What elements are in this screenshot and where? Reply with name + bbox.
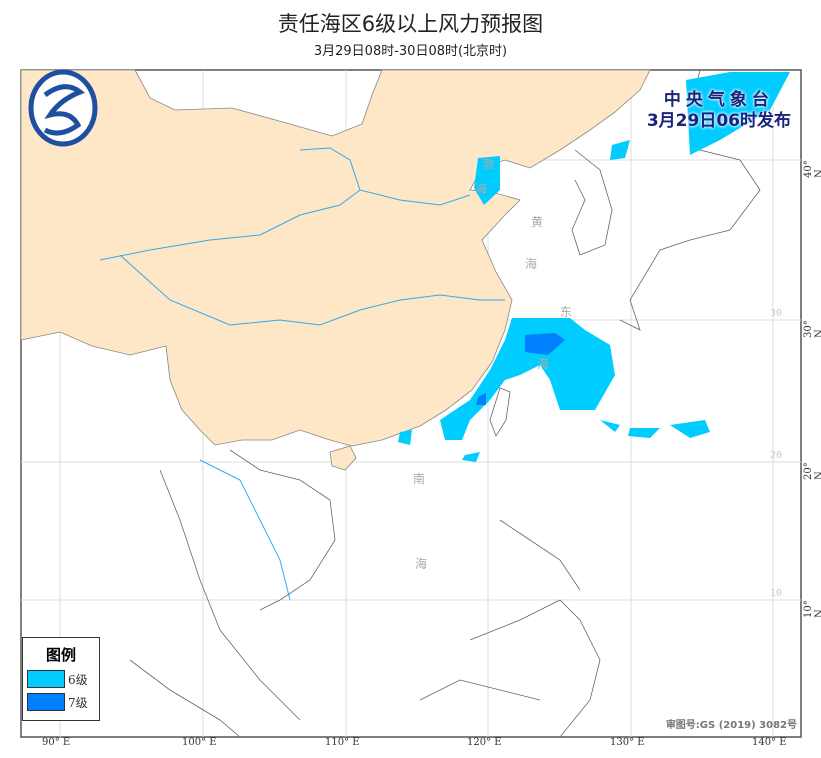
inner-lat-label: 30 <box>770 308 783 319</box>
inner-lat-label: 10 <box>770 588 783 599</box>
sea-label: 东 <box>560 305 573 319</box>
lon-label: 100° E <box>182 737 217 748</box>
lon-label: 120° E <box>467 737 502 748</box>
rivers <box>99 147 505 601</box>
sea-label: 海 <box>415 557 428 571</box>
map-subtitle: 3月29日08时-30日08时(北京时) <box>313 44 508 59</box>
swatch-level-6 <box>27 670 65 688</box>
lat-label: 10° N <box>803 600 821 618</box>
cma-logo <box>28 69 98 147</box>
approval-number: 审图号:GS (2019) 3082号 <box>665 720 797 731</box>
lon-label: 110° E <box>325 737 360 748</box>
lat-label: 30° N <box>803 320 821 338</box>
sea-label: 海 <box>475 182 488 196</box>
swatch-level-7 <box>27 693 65 711</box>
sea-label: 南 <box>413 472 426 486</box>
legend-title: 图例 <box>45 646 76 664</box>
lat-label: 40° N <box>803 160 821 178</box>
sea-label: 渤 <box>482 157 495 171</box>
hainan-island <box>329 445 357 471</box>
wind-level-6-areas <box>398 72 790 462</box>
legend: 图例 6级 7级 <box>22 637 100 721</box>
agency-name: 中央气象台 <box>663 90 774 110</box>
legend-label: 6级 <box>68 672 88 687</box>
sea-label: 海 <box>525 257 538 271</box>
sea-label: 海 <box>537 357 550 371</box>
legend-item-6: 6级 <box>27 670 99 688</box>
sea-label: 黄 <box>531 215 544 229</box>
inner-lat-label: 20 <box>770 450 783 461</box>
legend-item-7: 7级 <box>27 693 99 711</box>
lat-label: 20° N <box>803 462 821 480</box>
map-title: 责任海区6级以上风力预报图 <box>277 12 544 36</box>
lon-label: 140° E <box>752 737 787 748</box>
issuer-stamp: 中央气象台 3月29日06时发布 <box>647 90 791 132</box>
wind-level-7-areas <box>476 333 565 405</box>
lon-label: 90° E <box>42 737 71 748</box>
taiwan-island <box>489 387 511 437</box>
issue-time: 3月29日06时发布 <box>646 111 791 131</box>
legend-label: 7级 <box>68 695 88 710</box>
lon-label: 130° E <box>610 737 645 748</box>
